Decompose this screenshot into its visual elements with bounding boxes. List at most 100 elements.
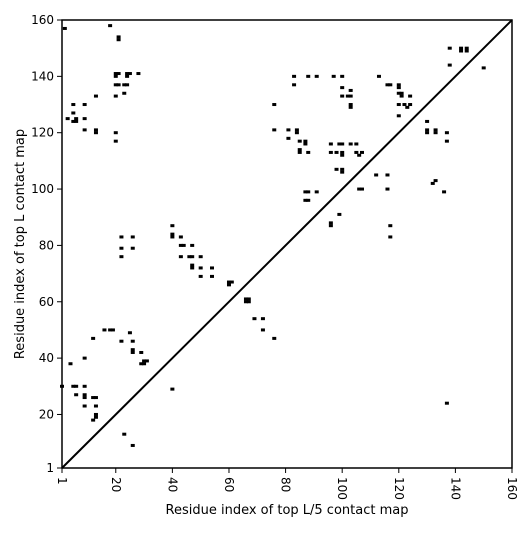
contact-point [142, 362, 147, 366]
contact-point [286, 136, 291, 140]
contact-point [178, 235, 183, 239]
contact-point [74, 117, 79, 121]
y-tick-label: 100 [31, 182, 54, 196]
contact-point [354, 142, 359, 146]
contact-point [110, 328, 115, 332]
contact-point [340, 170, 345, 174]
x-tick-label: 120 [392, 477, 406, 500]
contact-point [314, 190, 319, 194]
contact-point [334, 167, 339, 171]
contact-point [74, 119, 79, 123]
contact-point [93, 412, 98, 416]
contact-point [260, 317, 265, 321]
contact-point [210, 266, 214, 270]
y-tick-label: 60 [39, 295, 54, 309]
contact-point [108, 328, 113, 332]
contact-point [286, 128, 291, 132]
contact-point [243, 297, 248, 301]
contact-point [119, 235, 124, 239]
contact-point [74, 393, 79, 397]
contact-point [198, 255, 203, 259]
contact-point [340, 167, 345, 171]
contact-point [178, 243, 183, 247]
x-axis-ticks: 1 20 40 60 80 100 120 140 160 [55, 468, 519, 500]
contact-point [340, 153, 345, 157]
contact-point [91, 396, 96, 400]
y-tick-label: 140 [31, 69, 54, 83]
contact-point [130, 246, 135, 250]
contact-point [408, 94, 413, 98]
contact-point [328, 150, 333, 154]
contact-point [376, 74, 381, 78]
contact-point [71, 103, 76, 107]
contact-point [396, 91, 401, 95]
contact-point [82, 396, 87, 400]
y-tick-label: 40 [39, 351, 54, 365]
contact-point [122, 91, 127, 95]
contact-point [328, 224, 333, 228]
contact-point [396, 103, 401, 107]
contact-point [178, 255, 183, 259]
contact-point [82, 103, 87, 107]
contact-point [127, 331, 132, 335]
contact-point [385, 187, 390, 191]
contact-point [82, 128, 87, 132]
contact-point [402, 103, 407, 107]
contact-point [142, 359, 147, 363]
x-tick-label: 80 [279, 477, 293, 492]
contact-point [113, 83, 118, 87]
contact-point [303, 139, 308, 143]
contact-point [71, 119, 76, 123]
contact-point [125, 74, 130, 78]
contact-point [144, 359, 149, 363]
contact-point [442, 190, 447, 194]
contact-point [340, 74, 345, 78]
y-tick-label: 160 [31, 13, 54, 27]
x-tick-label: 100 [335, 477, 349, 500]
x-tick-label: 40 [165, 477, 179, 492]
contact-point [348, 94, 353, 98]
contact-point [93, 131, 98, 135]
contact-point [122, 83, 127, 87]
contact-point [297, 150, 302, 154]
contact-point [127, 72, 132, 76]
y-axis-label: Residue index of top L contact map [13, 129, 28, 359]
contact-point [113, 74, 118, 78]
contact-point [82, 384, 87, 388]
contact-point [243, 300, 248, 304]
contact-point [292, 74, 297, 78]
contact-point [459, 46, 464, 50]
contact-point [294, 128, 299, 132]
contact-point [93, 415, 98, 419]
contact-point [113, 139, 118, 143]
contact-point [433, 131, 438, 135]
contact-point [447, 46, 452, 50]
contact-point [93, 128, 98, 132]
contact-point [348, 105, 353, 109]
contact-point [102, 328, 107, 332]
contact-point [170, 232, 175, 236]
contact-point [130, 348, 135, 352]
contact-point [433, 179, 438, 183]
contact-point [82, 117, 87, 121]
contact-point [125, 83, 130, 87]
contact-point [399, 94, 404, 98]
contact-point [360, 150, 364, 154]
contact-point [198, 266, 203, 270]
contact-point [447, 63, 452, 67]
contact-point [190, 266, 195, 270]
contact-point [198, 274, 203, 278]
contact-point [108, 24, 113, 28]
contact-point [246, 297, 251, 301]
contact-point [170, 235, 175, 239]
contact-point [388, 224, 393, 228]
contact-point [328, 221, 333, 225]
contact-point [430, 181, 435, 185]
contact-point [113, 131, 118, 135]
contact-point [272, 128, 277, 132]
x-tick-label: 1 [55, 477, 69, 485]
y-tick-label: 80 [39, 238, 54, 252]
contact-point [464, 49, 469, 53]
contact-point [122, 432, 127, 436]
